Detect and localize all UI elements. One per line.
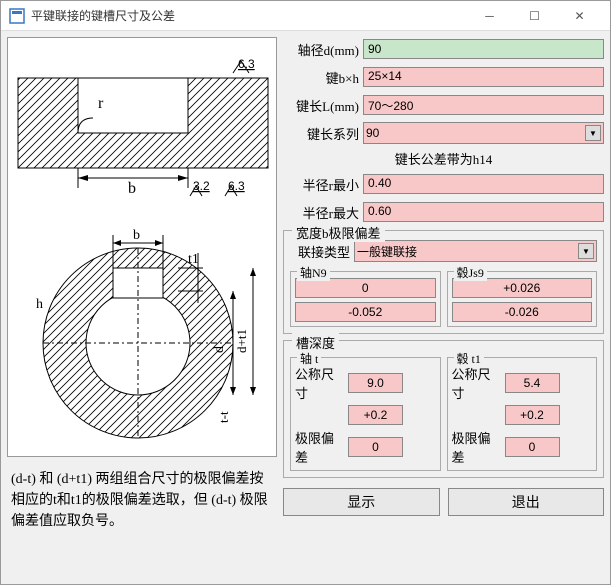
button-row: 显示 退出 bbox=[283, 488, 604, 516]
key-series-label: 键长系列 bbox=[283, 124, 359, 143]
depth-group: 槽深度 轴 t 公称尺寸 9.0 +0.2 bbox=[283, 340, 604, 478]
r-min-label: 半径r最小 bbox=[283, 175, 359, 194]
svg-text:h: h bbox=[36, 297, 43, 312]
shaft-d-input[interactable] bbox=[363, 39, 604, 59]
chevron-down-icon: ▼ bbox=[585, 125, 601, 141]
width-deviation-group: 宽度b极限偏差 联接类型 一般键联接 ▼ 轴N9 0 -0.052 毂J bbox=[283, 230, 604, 334]
hub-lower: 0 bbox=[505, 437, 560, 457]
window-title: 平键联接的键槽尺寸及公差 bbox=[31, 7, 467, 24]
shaft-d-label: 轴径d(mm) bbox=[283, 40, 359, 59]
chevron-down-icon: ▼ bbox=[578, 243, 594, 259]
key-bxh-label: 键b×h bbox=[283, 68, 359, 87]
footnote-text: (d-t) 和 (d+t1) 两组组合尺寸的极限偏差按相应的t和t1的极限偏差选… bbox=[7, 465, 277, 536]
hub-js9-group: 毂Js9 +0.026 -0.026 bbox=[447, 271, 598, 327]
hub-nominal: 5.4 bbox=[505, 373, 560, 393]
key-tol-note: 键长公差带为h14 bbox=[283, 149, 604, 168]
shaft-n9-group: 轴N9 0 -0.052 bbox=[290, 271, 441, 327]
shaft-t-group: 轴 t 公称尺寸 9.0 +0.2 极限偏差 bbox=[290, 357, 441, 471]
svg-text:b: b bbox=[133, 228, 140, 243]
right-panel: 轴径d(mm) 键b×h 25×14 键长L(mm) 70～280 键长系列 9… bbox=[283, 37, 604, 578]
key-bxh-field: 25×14 bbox=[363, 67, 604, 87]
minimize-button[interactable]: ─ bbox=[467, 2, 512, 30]
svg-text:d: d bbox=[212, 346, 227, 353]
hub-upper: +0.2 bbox=[505, 405, 560, 425]
app-icon bbox=[9, 8, 25, 24]
diagram-panel: r b 6.3 3.2 6.3 bbox=[7, 37, 277, 457]
svg-text:t-t: t-t bbox=[216, 411, 231, 423]
left-panel: r b 6.3 3.2 6.3 bbox=[7, 37, 277, 578]
hub-upper-val: +0.026 bbox=[452, 278, 593, 298]
conn-type-select[interactable]: 一般键联接 ▼ bbox=[354, 240, 597, 262]
diagram-r-label: r bbox=[98, 95, 104, 112]
maximize-button[interactable]: ☐ bbox=[512, 2, 557, 30]
shaft-upper: +0.2 bbox=[348, 405, 403, 425]
svg-text:t1: t1 bbox=[188, 252, 199, 267]
key-series-select[interactable]: 90 ▼ bbox=[363, 122, 604, 144]
conn-type-label: 联接类型 bbox=[290, 242, 350, 261]
key-l-label: 键长L(mm) bbox=[283, 96, 359, 115]
content-area: r b 6.3 3.2 6.3 bbox=[1, 31, 610, 584]
key-l-field: 70～280 bbox=[363, 95, 604, 115]
main-window: 平键联接的键槽尺寸及公差 ─ ☐ ✕ bbox=[0, 0, 611, 585]
exit-button[interactable]: 退出 bbox=[448, 488, 605, 516]
shaft-upper-val: 0 bbox=[295, 278, 436, 298]
titlebar: 平键联接的键槽尺寸及公差 ─ ☐ ✕ bbox=[1, 1, 610, 31]
shaft-lower: 0 bbox=[348, 437, 403, 457]
r-max-label: 半径r最大 bbox=[283, 203, 359, 222]
r-min-field: 0.40 bbox=[363, 174, 604, 194]
hub-t1-group: 毂 t1 公称尺寸 5.4 +0.2 极限偏差 bbox=[447, 357, 598, 471]
shaft-nominal: 9.0 bbox=[348, 373, 403, 393]
close-button[interactable]: ✕ bbox=[557, 2, 602, 30]
diagram-b-label: b bbox=[128, 180, 136, 197]
hub-lower-val: -0.026 bbox=[452, 302, 593, 322]
r-max-field: 0.60 bbox=[363, 202, 604, 222]
shaft-lower-val: -0.052 bbox=[295, 302, 436, 322]
show-button[interactable]: 显示 bbox=[283, 488, 440, 516]
svg-text:d+t1: d+t1 bbox=[234, 329, 249, 353]
